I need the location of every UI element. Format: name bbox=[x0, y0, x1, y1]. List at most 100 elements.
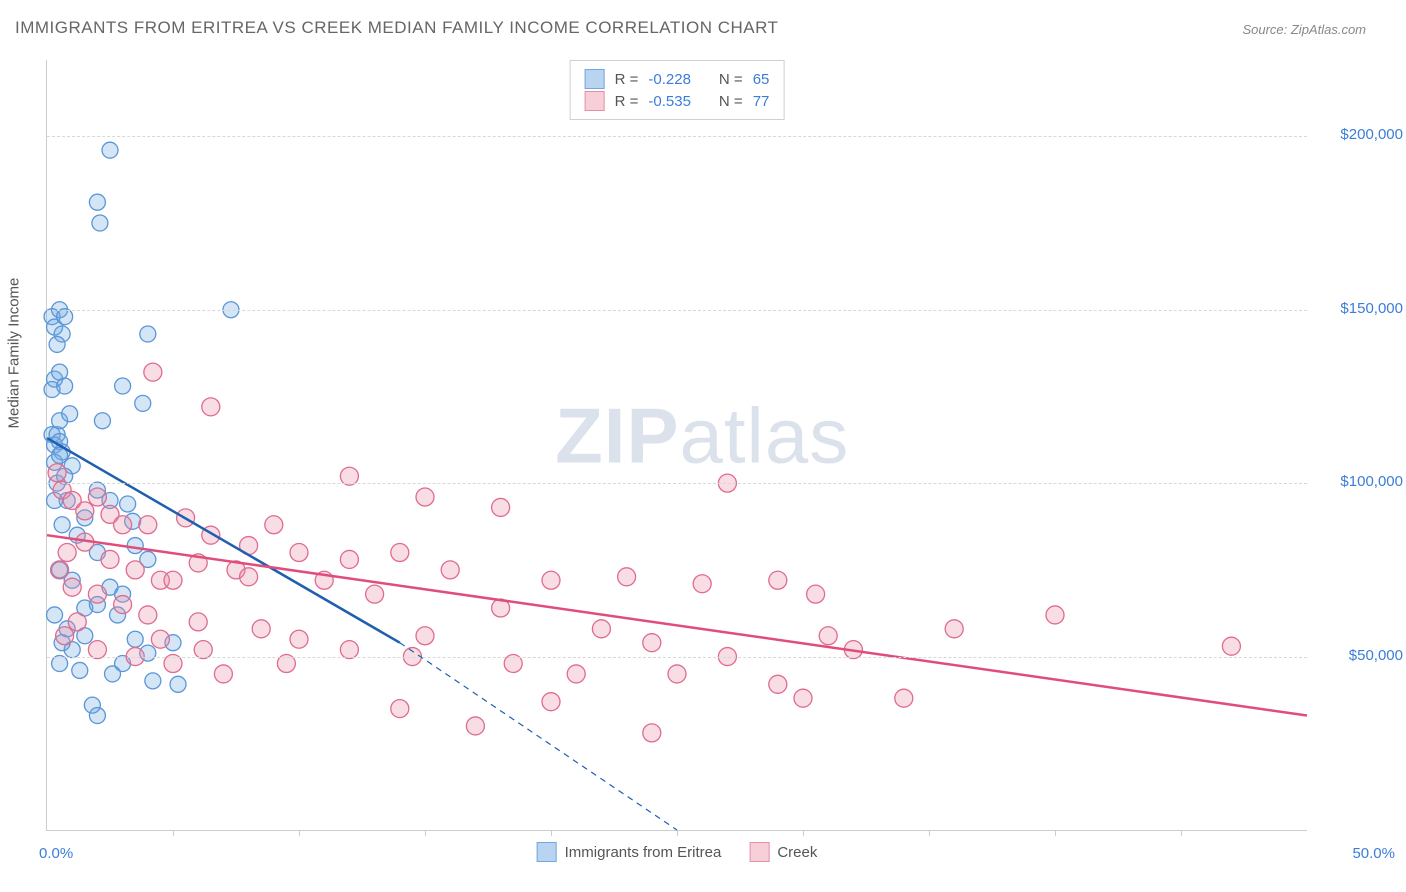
correlation-legend-row: R =-0.535N =77 bbox=[585, 91, 770, 111]
x-tick-mark bbox=[551, 830, 552, 836]
scatter-point-creek bbox=[88, 488, 106, 506]
scatter-point-eritrea bbox=[89, 194, 105, 210]
scatter-point-creek bbox=[592, 620, 610, 638]
scatter-point-creek bbox=[340, 550, 358, 568]
scatter-point-eritrea bbox=[102, 142, 118, 158]
trend-line-dashed-eritrea bbox=[400, 643, 677, 830]
scatter-point-creek bbox=[202, 398, 220, 416]
scatter-point-creek bbox=[139, 606, 157, 624]
n-value: 65 bbox=[753, 71, 770, 88]
scatter-point-eritrea bbox=[49, 336, 65, 352]
scatter-point-eritrea bbox=[57, 309, 73, 325]
scatter-point-creek bbox=[668, 665, 686, 683]
chart-plot-area: ZIPatlas R =-0.228N =65R =-0.535N =77 0.… bbox=[46, 60, 1307, 831]
scatter-point-eritrea bbox=[54, 517, 70, 533]
y-tick-label: $150,000 bbox=[1313, 300, 1403, 317]
r-label: R = bbox=[615, 71, 639, 88]
scatter-point-creek bbox=[643, 724, 661, 742]
series-legend: Immigrants from Eritrea Creek bbox=[537, 842, 818, 862]
scatter-point-creek bbox=[794, 689, 812, 707]
x-tick-mark bbox=[425, 830, 426, 836]
scatter-point-creek bbox=[567, 665, 585, 683]
scatter-point-creek bbox=[416, 488, 434, 506]
x-axis-max-label: 50.0% bbox=[1352, 845, 1395, 862]
scatter-point-creek bbox=[56, 627, 74, 645]
scatter-point-eritrea bbox=[120, 496, 136, 512]
x-axis-min-label: 0.0% bbox=[39, 845, 73, 862]
scatter-point-eritrea bbox=[145, 673, 161, 689]
scatter-point-creek bbox=[769, 675, 787, 693]
n-label: N = bbox=[719, 71, 743, 88]
series-legend-item: Creek bbox=[749, 842, 817, 862]
x-tick-mark bbox=[803, 830, 804, 836]
scatter-point-creek bbox=[807, 585, 825, 603]
scatter-point-creek bbox=[252, 620, 270, 638]
correlation-legend: R =-0.228N =65R =-0.535N =77 bbox=[570, 60, 785, 120]
scatter-point-creek bbox=[492, 498, 510, 516]
scatter-point-creek bbox=[63, 578, 81, 596]
scatter-point-eritrea bbox=[135, 395, 151, 411]
y-axis-label: Median Family Income bbox=[6, 278, 23, 429]
scatter-point-creek bbox=[542, 571, 560, 589]
legend-swatch bbox=[749, 842, 769, 862]
scatter-point-creek bbox=[151, 630, 169, 648]
n-label: N = bbox=[719, 93, 743, 110]
grid-line bbox=[47, 310, 1307, 311]
legend-swatch bbox=[585, 69, 605, 89]
scatter-point-creek bbox=[1046, 606, 1064, 624]
scatter-point-creek bbox=[144, 363, 162, 381]
scatter-point-eritrea bbox=[127, 538, 143, 554]
scatter-point-creek bbox=[164, 571, 182, 589]
scatter-point-eritrea bbox=[140, 326, 156, 342]
scatter-point-creek bbox=[895, 689, 913, 707]
scatter-point-eritrea bbox=[84, 697, 100, 713]
scatter-point-creek bbox=[290, 630, 308, 648]
grid-line bbox=[47, 657, 1307, 658]
scatter-point-eritrea bbox=[72, 662, 88, 678]
scatter-point-eritrea bbox=[127, 631, 143, 647]
x-tick-mark bbox=[299, 830, 300, 836]
scatter-point-creek bbox=[214, 665, 232, 683]
scatter-point-creek bbox=[48, 464, 66, 482]
x-tick-mark bbox=[1055, 830, 1056, 836]
grid-line bbox=[47, 136, 1307, 137]
legend-swatch bbox=[537, 842, 557, 862]
scatter-point-creek bbox=[643, 634, 661, 652]
scatter-point-creek bbox=[945, 620, 963, 638]
scatter-point-eritrea bbox=[52, 656, 68, 672]
scatter-point-creek bbox=[114, 516, 132, 534]
scatter-point-creek bbox=[366, 585, 384, 603]
trend-line-creek bbox=[47, 535, 1307, 715]
series-legend-item: Immigrants from Eritrea bbox=[537, 842, 722, 862]
correlation-legend-row: R = -0.228 N = 65 bbox=[585, 69, 770, 89]
scatter-point-creek bbox=[391, 544, 409, 562]
scatter-point-eritrea bbox=[57, 378, 73, 394]
scatter-point-creek bbox=[88, 585, 106, 603]
scatter-point-creek bbox=[693, 575, 711, 593]
scatter-point-eritrea bbox=[92, 215, 108, 231]
scatter-point-creek bbox=[542, 693, 560, 711]
x-tick-mark bbox=[1181, 830, 1182, 836]
scatter-point-creek bbox=[126, 561, 144, 579]
scatter-point-creek bbox=[416, 627, 434, 645]
source-attribution: Source: ZipAtlas.com bbox=[1242, 22, 1366, 37]
legend-swatch bbox=[585, 91, 605, 111]
scatter-point-creek bbox=[618, 568, 636, 586]
grid-line bbox=[47, 483, 1307, 484]
r-value: -0.535 bbox=[648, 93, 691, 110]
scatter-point-creek bbox=[1222, 637, 1240, 655]
scatter-point-eritrea bbox=[94, 413, 110, 429]
r-value: -0.228 bbox=[648, 71, 691, 88]
scatter-point-creek bbox=[441, 561, 459, 579]
scatter-point-creek bbox=[189, 613, 207, 631]
scatter-svg bbox=[47, 60, 1307, 830]
x-tick-mark bbox=[677, 830, 678, 836]
x-tick-mark bbox=[173, 830, 174, 836]
chart-title: IMMIGRANTS FROM ERITREA VS CREEK MEDIAN … bbox=[15, 18, 778, 38]
scatter-point-eritrea bbox=[115, 378, 131, 394]
scatter-point-creek bbox=[265, 516, 283, 534]
y-tick-label: $200,000 bbox=[1313, 126, 1403, 143]
series-legend-label: Creek bbox=[777, 844, 817, 861]
scatter-point-creek bbox=[58, 544, 76, 562]
y-tick-label: $100,000 bbox=[1313, 473, 1403, 490]
